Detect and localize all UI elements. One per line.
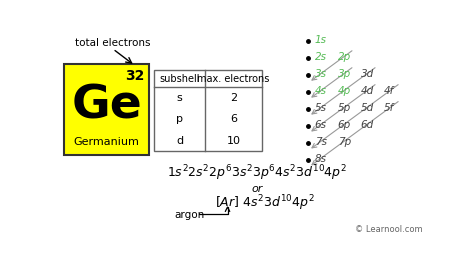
Text: 2s: 2s: [315, 52, 327, 62]
Text: p: p: [176, 114, 183, 124]
Text: 6d: 6d: [361, 120, 374, 130]
Text: argon: argon: [174, 210, 205, 220]
Bar: [64, 64, 149, 155]
Text: 4d: 4d: [361, 86, 374, 96]
Text: 2p: 2p: [337, 52, 351, 62]
Text: 5p: 5p: [337, 103, 351, 113]
Text: 7s: 7s: [315, 137, 327, 147]
Text: subshell: subshell: [159, 74, 200, 84]
Text: 5s: 5s: [315, 103, 327, 113]
Text: 3d: 3d: [361, 69, 374, 79]
Text: 6p: 6p: [337, 120, 351, 130]
Text: 2: 2: [230, 93, 237, 103]
Text: d: d: [176, 136, 183, 146]
Text: 5d: 5d: [361, 103, 374, 113]
Text: 10: 10: [227, 136, 241, 146]
Text: 6: 6: [230, 114, 237, 124]
Bar: [155, 70, 262, 151]
Text: $1s^22s^22p^63s^23p^64s^23d^{10}4p^2$: $1s^22s^22p^63s^23p^64s^23d^{10}4p^2$: [167, 164, 347, 183]
Text: 8s: 8s: [315, 154, 327, 164]
Text: 4f: 4f: [384, 86, 394, 96]
Text: 3p: 3p: [337, 69, 351, 79]
Text: s: s: [177, 93, 182, 103]
Text: total electrons: total electrons: [75, 38, 151, 48]
Text: max. electrons: max. electrons: [197, 74, 270, 84]
Text: 32: 32: [125, 69, 145, 83]
Text: Germanium: Germanium: [73, 138, 139, 147]
Text: 1s: 1s: [315, 35, 327, 45]
Text: Ge: Ge: [71, 83, 142, 128]
Text: 7p: 7p: [337, 137, 351, 147]
Text: © Learnool.com: © Learnool.com: [355, 225, 422, 234]
Text: 3s: 3s: [315, 69, 327, 79]
Text: or: or: [251, 184, 263, 194]
Text: $[Ar]\ 4s^23d^{10}4p^2$: $[Ar]\ 4s^23d^{10}4p^2$: [215, 193, 314, 213]
Text: 4s: 4s: [315, 86, 327, 96]
Text: 4p: 4p: [337, 86, 351, 96]
Text: 5f: 5f: [384, 103, 394, 113]
Text: 6s: 6s: [315, 120, 327, 130]
